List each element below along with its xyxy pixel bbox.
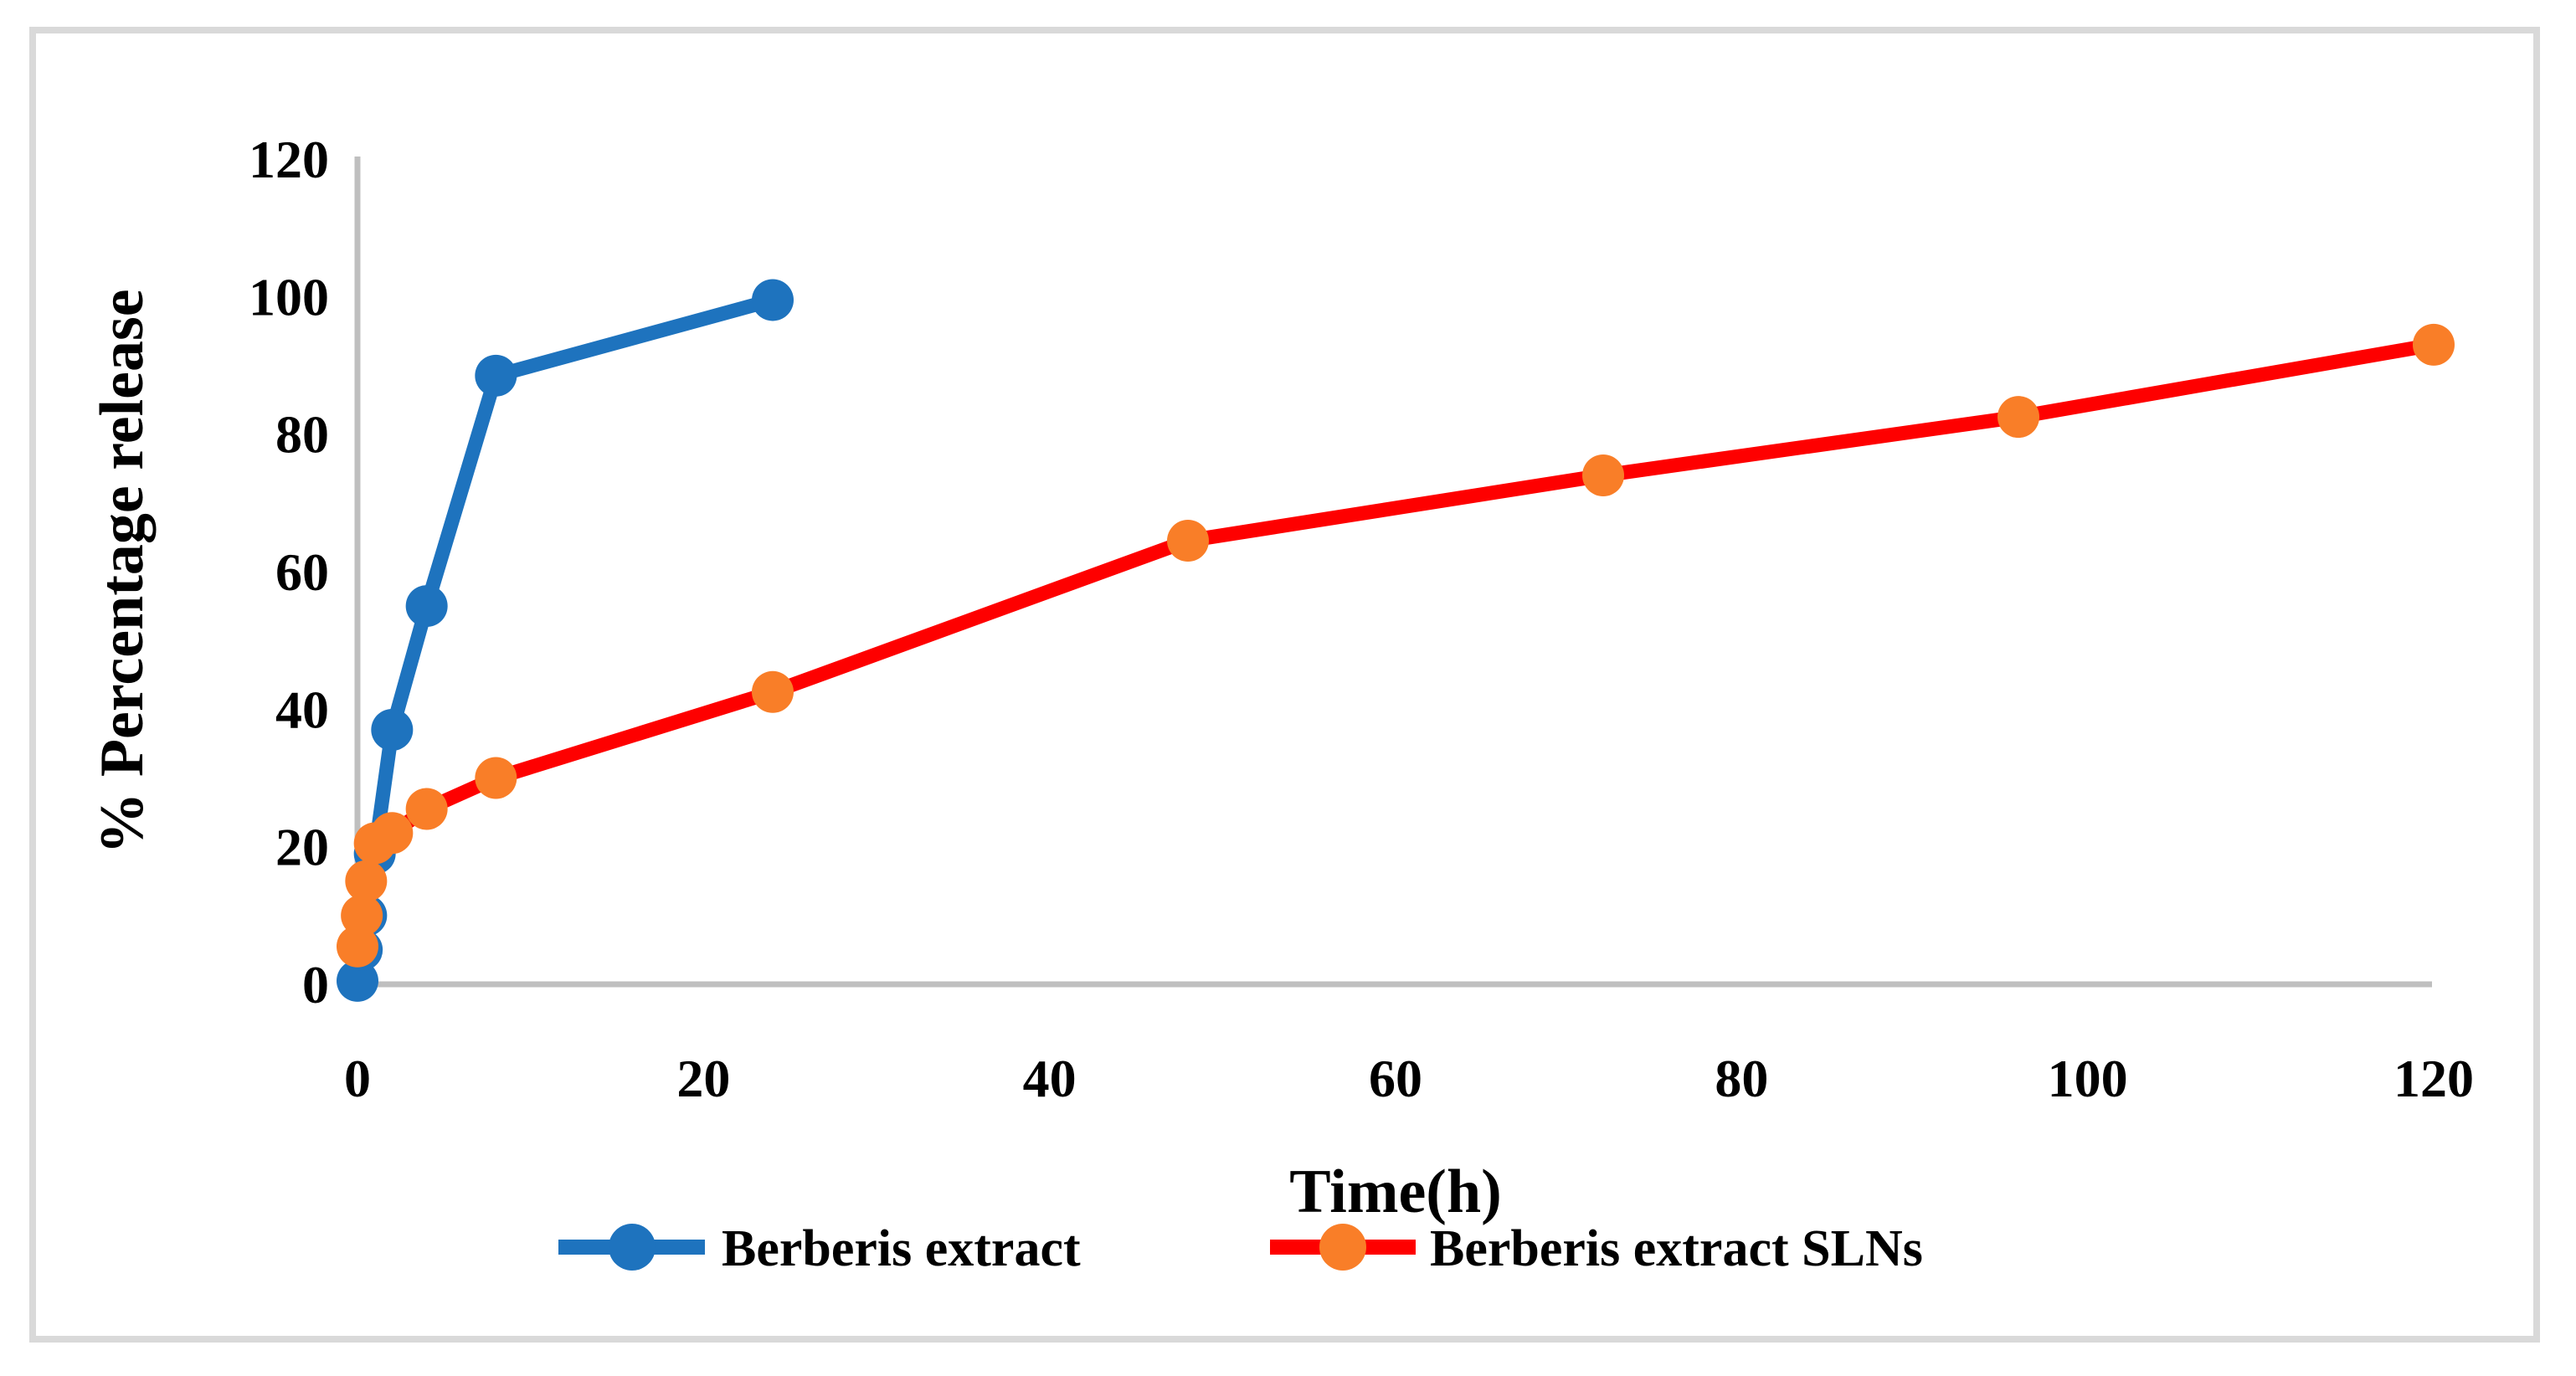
data-point-marker-1 bbox=[475, 757, 517, 799]
data-point-marker-1 bbox=[345, 860, 388, 902]
x-tick-label: 100 bbox=[2048, 1049, 2128, 1108]
x-tick-label: 40 bbox=[1023, 1049, 1077, 1108]
data-point-marker-1 bbox=[1582, 454, 1624, 496]
legend-item-berberis-extract-slns: Berberis extract SLNs bbox=[1270, 1220, 1923, 1277]
legend-marker-blue-icon bbox=[609, 1224, 656, 1271]
data-point-marker-0 bbox=[475, 354, 517, 397]
y-tick-label: 100 bbox=[249, 267, 329, 326]
y-axis-title: % Percentage release bbox=[88, 289, 157, 854]
legend: Berberis extract Berberis extract SLNs bbox=[558, 1220, 1923, 1277]
data-point-marker-1 bbox=[2413, 323, 2455, 366]
data-point-marker-1 bbox=[1167, 520, 1209, 562]
axes-layer: 0 20 40 60 80 100 120 0 20 40 60 80 100 120 bbox=[249, 130, 2474, 1108]
data-point-marker-1 bbox=[337, 925, 378, 968]
x-axis-title: Time(h) bbox=[1289, 1158, 1502, 1226]
data-point-marker-0 bbox=[371, 708, 414, 751]
data-point-marker-1 bbox=[1998, 396, 2039, 439]
x-tick-label: 120 bbox=[2393, 1049, 2474, 1108]
x-tick-label: 0 bbox=[344, 1049, 371, 1108]
y-tick-label: 120 bbox=[249, 130, 329, 189]
x-tick-label: 20 bbox=[676, 1049, 730, 1108]
x-tick-label: 60 bbox=[1369, 1049, 1422, 1108]
y-tick-label: 40 bbox=[275, 680, 329, 739]
legend-marker-orange-icon bbox=[1319, 1224, 1366, 1271]
y-tick-label: 20 bbox=[275, 818, 329, 877]
series-line-0 bbox=[350, 292, 780, 988]
legend-label-berberis-extract: Berberis extract bbox=[722, 1220, 1081, 1277]
x-tick-label: 80 bbox=[1715, 1049, 1768, 1108]
data-point-marker-1 bbox=[752, 670, 794, 713]
data-point-marker-1 bbox=[341, 894, 383, 937]
y-tick-label: 60 bbox=[275, 542, 329, 602]
legend-label-berberis-extract-slns: Berberis extract SLNs bbox=[1430, 1220, 1923, 1277]
data-point-marker-0 bbox=[405, 585, 448, 628]
legend-item-berberis-extract: Berberis extract bbox=[558, 1220, 1081, 1277]
y-tick-label: 80 bbox=[275, 405, 329, 465]
data-point-marker-0 bbox=[337, 959, 378, 1002]
figure-border bbox=[29, 27, 2540, 1343]
series-line-1 bbox=[350, 337, 2441, 954]
data-point-marker-1 bbox=[405, 788, 448, 830]
data-point-marker-1 bbox=[371, 812, 414, 855]
series-layer bbox=[337, 279, 2455, 1002]
data-point-marker-0 bbox=[752, 279, 794, 321]
y-tick-label: 0 bbox=[302, 955, 329, 1014]
